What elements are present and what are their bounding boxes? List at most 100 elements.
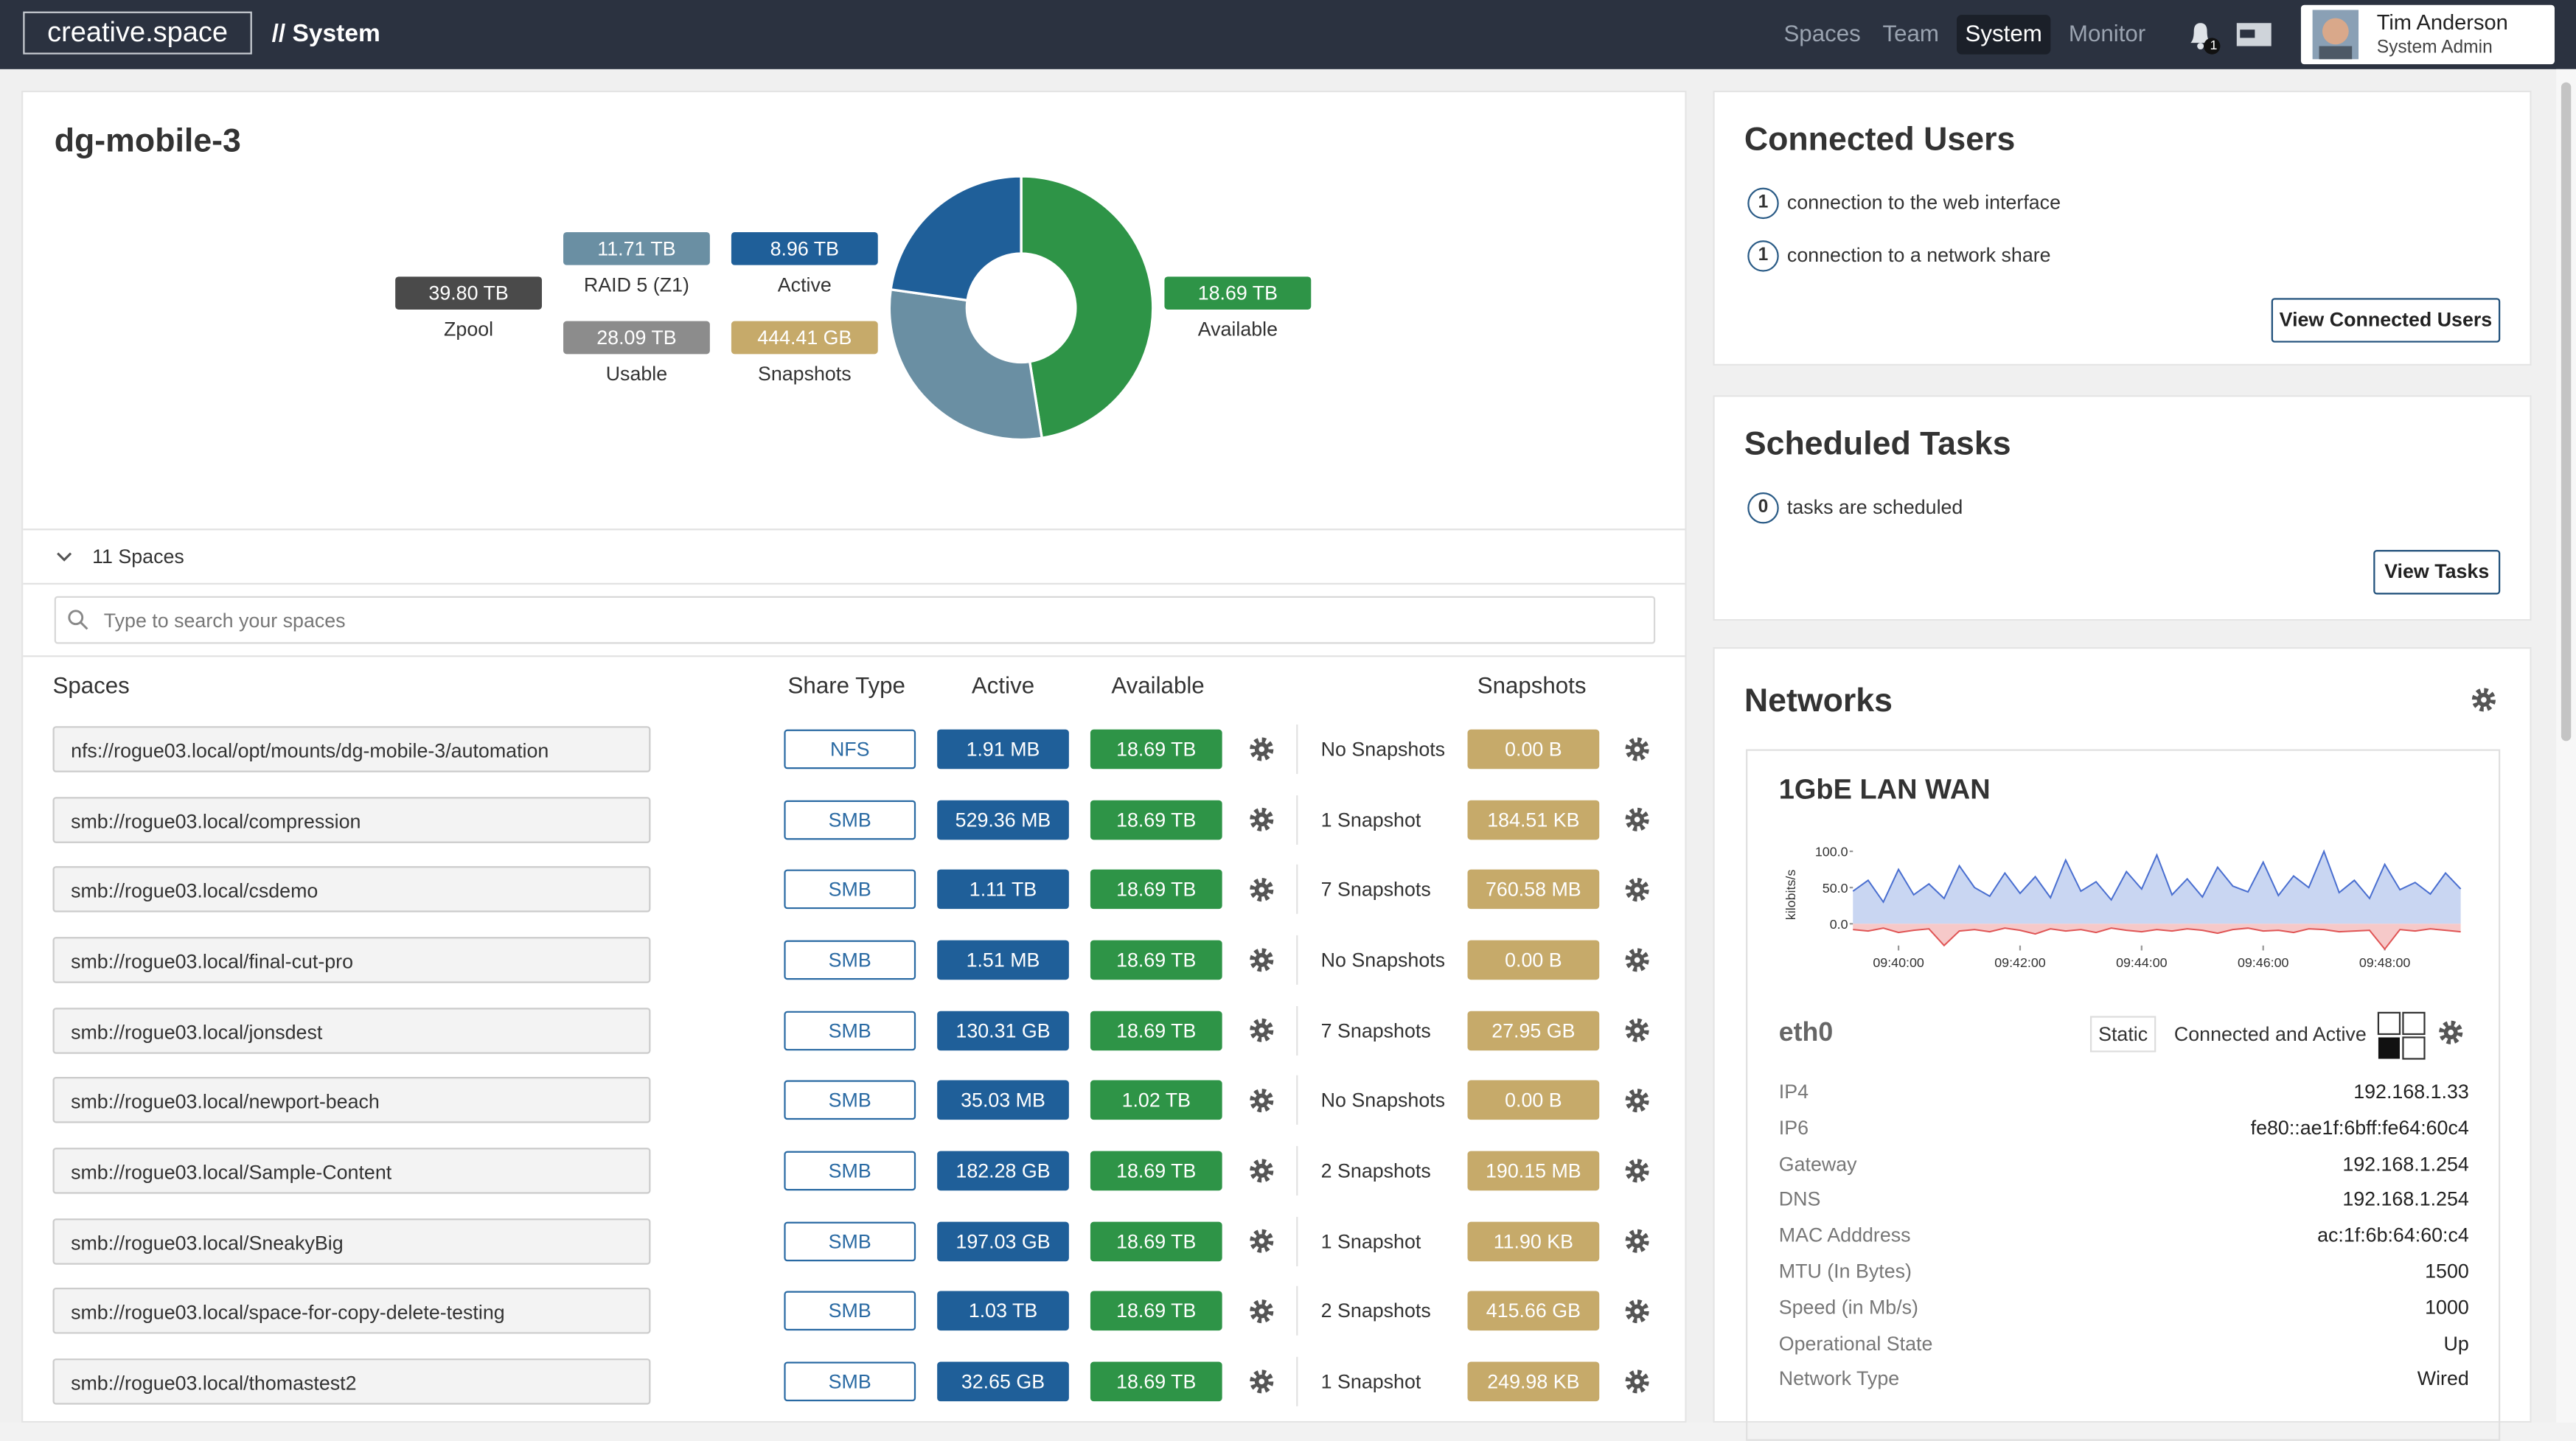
active-size: 1.51 MB (937, 940, 1069, 980)
share-type[interactable]: SMB (784, 1081, 916, 1120)
share-type[interactable]: SMB (784, 1221, 916, 1261)
stat-label: Snapshots (757, 362, 852, 385)
available-size: 18.69 TB (1090, 1361, 1222, 1402)
share-type[interactable]: NFS (784, 729, 916, 770)
separator (1296, 1145, 1298, 1196)
share-type[interactable]: SMB (784, 940, 916, 980)
snapshot-count: 1 Snapshot (1320, 808, 1421, 831)
detail-value: 192.168.1.33 (2353, 1080, 2469, 1103)
space-path[interactable]: smb://rogue03.local/jonsdest (52, 1007, 651, 1054)
detail-label: MTU (In Bytes) (1778, 1260, 1912, 1283)
detail-value: 1500 (2425, 1260, 2469, 1283)
snapshot-size: 0.00 B (1467, 729, 1600, 770)
snapshot-count: No Snapshots (1320, 1089, 1446, 1112)
available-size: 18.69 TB (1090, 870, 1222, 910)
mode-button[interactable]: Static (2089, 1016, 2156, 1053)
item-text: connection to a network share (1786, 243, 2051, 267)
stat-badge: 444.41 GB (731, 321, 878, 355)
separator (1296, 1286, 1298, 1336)
share-type[interactable]: SMB (784, 870, 916, 910)
search-placeholder: Type to search your spaces (103, 609, 346, 632)
network-card: 1GbE LAN WAN eth0 Static Connected and A… (1746, 749, 2501, 1441)
user-menu[interactable]: Tim Anderson System Admin (2300, 4, 2555, 65)
divider (23, 655, 1685, 657)
scheduled-tasks-card: Scheduled Tasks 0 tasks are scheduled Vi… (1713, 395, 2532, 621)
card-title: Scheduled Tasks (1744, 426, 2011, 463)
stat-badge: 39.80 TB (395, 276, 542, 310)
detail-label: IP6 (1778, 1116, 1809, 1140)
available-size: 18.69 TB (1090, 729, 1222, 770)
card-title: Connected Users (1744, 122, 2016, 158)
view-users-button[interactable]: View Connected Users (2271, 298, 2501, 343)
active-size: 197.03 GB (937, 1221, 1069, 1261)
network-title: 1GbE LAN WAN (1778, 773, 1991, 806)
available-size: 18.69 TB (1090, 940, 1222, 980)
detail-value: 1000 (2425, 1295, 2469, 1319)
logo[interactable]: creative.space (23, 11, 252, 55)
detail-label: Gateway (1778, 1151, 1857, 1176)
divider (23, 582, 1685, 585)
notification-count: 1 (2210, 38, 2218, 53)
view-tasks-button[interactable]: View Tasks (2373, 550, 2501, 595)
share-type[interactable]: SMB (784, 1151, 916, 1191)
active-size: 35.03 MB (937, 1081, 1069, 1120)
space-path[interactable]: nfs://rogue03.local/opt/mounts/dg-mobile… (52, 726, 651, 772)
spaces-count[interactable]: 11 Spaces (92, 545, 184, 568)
detail-label: Operational State (1778, 1331, 1933, 1355)
snapshot-size: 184.51 KB (1467, 799, 1600, 840)
folder-icon[interactable] (2235, 20, 2275, 49)
space-path[interactable]: smb://rogue03.local/thomastest2 (52, 1358, 651, 1405)
snapshot-size: 0.00 B (1467, 1081, 1600, 1120)
stat-label: RAID 5 (Z1) (583, 273, 689, 297)
snapshot-count: 1 Snapshot (1320, 1370, 1421, 1393)
card-title: Networks (1744, 683, 1893, 720)
separator (1296, 1356, 1298, 1406)
count: 0 (1747, 492, 1779, 524)
interface-status: Connected and Active (2173, 1022, 2367, 1046)
share-type[interactable]: SMB (784, 1010, 916, 1050)
top-bar: creative.space // System Spaces Team Sys… (0, 0, 2576, 69)
share-type[interactable]: SMB (784, 799, 916, 840)
bell-icon[interactable] (2184, 18, 2224, 58)
separator (1296, 1005, 1298, 1056)
snapshot-size: 415.66 GB (1467, 1291, 1600, 1331)
available-size: 18.69 TB (1090, 1151, 1222, 1191)
stat-label: Usable (605, 362, 668, 385)
search-box[interactable]: Type to search your spaces (54, 596, 1656, 644)
detail-label: Speed (in Mb/s) (1778, 1295, 1918, 1319)
space-path[interactable]: smb://rogue03.local/compression (52, 796, 651, 843)
detail-label: Network Type (1778, 1367, 1900, 1391)
stat-badge: 11.71 TB (563, 231, 710, 265)
avatar (2312, 10, 2359, 60)
active-size: 130.31 GB (937, 1010, 1069, 1050)
nav-link[interactable]: Spaces (1783, 19, 1861, 46)
connected-users-card: Connected Users 1 connection to the web … (1713, 90, 2532, 366)
detail-label: MAC Adddress (1778, 1224, 1911, 1247)
nav-link[interactable]: Monitor (2068, 19, 2146, 46)
snapshot-count: 7 Snapshots (1320, 878, 1431, 901)
stat-label: Available (1197, 318, 1278, 341)
active-size: 1.91 MB (937, 729, 1069, 770)
interface-name: eth0 (1778, 1019, 1834, 1047)
space-path[interactable]: smb://rogue03.local/final-cut-pro (52, 937, 651, 983)
space-path[interactable]: smb://rogue03.local/space-for-copy-delet… (52, 1288, 651, 1335)
snapshot-count: No Snapshots (1320, 737, 1446, 761)
nav-link[interactable]: Team (1882, 19, 1939, 46)
share-type[interactable]: SMB (784, 1361, 916, 1402)
space-path[interactable]: smb://rogue03.local/SneakyBig (52, 1218, 651, 1264)
stat-badge: 28.09 TB (563, 321, 710, 355)
space-path[interactable]: smb://rogue03.local/Sample-Content (52, 1148, 651, 1194)
nav-link-active[interactable]: System (1957, 15, 2051, 55)
available-size: 18.69 TB (1090, 1221, 1222, 1261)
share-type[interactable]: SMB (784, 1291, 916, 1331)
scrollbar[interactable] (2556, 69, 2576, 1423)
active-size: 32.65 GB (937, 1361, 1069, 1402)
chevron[interactable] (55, 547, 74, 567)
space-path[interactable]: smb://rogue03.local/csdemo (52, 866, 651, 913)
stat-badge: 8.96 TB (731, 231, 878, 265)
snapshot-count: 1 Snapshot (1320, 1229, 1421, 1253)
item-text: tasks are scheduled (1786, 495, 1963, 519)
separator (1296, 1075, 1298, 1126)
space-path[interactable]: smb://rogue03.local/newport-beach (52, 1077, 651, 1124)
